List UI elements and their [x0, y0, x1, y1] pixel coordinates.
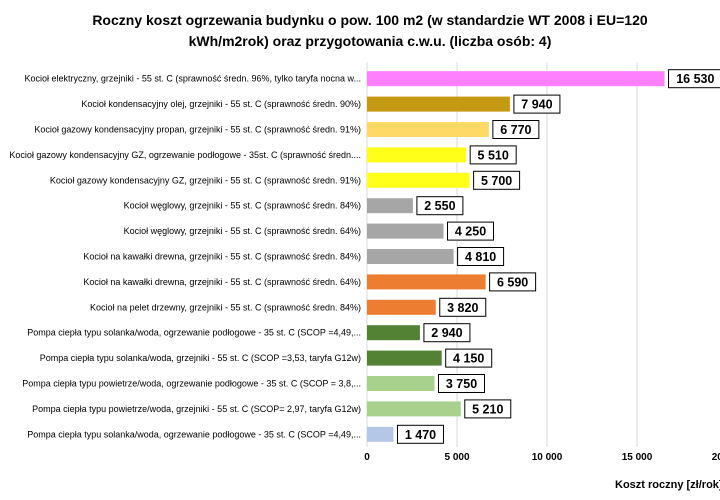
bar: [367, 96, 510, 112]
data-label-box: [445, 348, 493, 368]
data-label-box: [464, 399, 512, 419]
category-label: Kocioł na pelet drzewny, grzejniki - 55 …: [90, 302, 361, 312]
data-label: 3 820: [447, 301, 478, 315]
category-label: Kocioł węglowy, grzejniki - 55 st. C (sp…: [124, 226, 361, 236]
bar: [367, 122, 489, 137]
bar: [367, 376, 435, 391]
bar: [367, 325, 420, 341]
bar: [367, 426, 394, 442]
data-label: 5 210: [472, 402, 503, 416]
x-tick-label: 20 000: [712, 452, 720, 463]
x-tick-label: 0: [364, 452, 370, 463]
x-tick-label: 10 000: [532, 452, 563, 463]
category-label: Pompa ciepła typu solanka/woda, ogrzewan…: [27, 328, 361, 338]
category-label: Pompa ciepła typu powietrze/woda, ogrzew…: [22, 379, 361, 389]
data-label: 5 700: [481, 174, 512, 188]
chart-title-line-1: Roczny koszt ogrzewania budynku o pow. 1…: [92, 12, 648, 28]
data-label: 2 940: [431, 326, 462, 340]
data-label: 1 470: [405, 428, 436, 442]
data-label-box: [447, 221, 494, 241]
category-label: Pompa ciepła typu powietrze/woda, grzejn…: [32, 404, 361, 414]
bar: [367, 274, 486, 290]
bar: [367, 299, 436, 315]
category-label: Kocioł elektryczny, grzejniki - 55 st. C…: [25, 74, 361, 84]
data-label: 4 250: [455, 225, 486, 239]
x-axis-title: Koszt roczny [zł/rok]: [615, 479, 720, 491]
category-label: Kocioł na kawałki drewna, grzejniki - 55…: [83, 277, 361, 287]
category-label: Pompa ciepła typu solanka/woda, grzejnik…: [40, 353, 361, 363]
x-tick-label: 5 000: [444, 452, 469, 463]
data-label-box: [513, 94, 561, 114]
data-label-box: [396, 424, 444, 444]
data-label-box: [668, 69, 720, 89]
bar: [367, 147, 467, 163]
category-label: Kocioł gazowy kondensacyjny GZ, ogrzewan…: [9, 150, 361, 160]
bars: [367, 71, 665, 442]
data-label: 3 750: [446, 377, 477, 391]
data-label: 7 940: [521, 98, 552, 112]
data-label-box: [473, 170, 521, 190]
category-label: Kocioł gazowy kondensacyjny propan, grze…: [34, 125, 361, 135]
bar: [367, 71, 665, 87]
bar: [367, 172, 470, 188]
chart-title-line-2: kWh/m2rok) oraz przygotowania c.w.u. (li…: [188, 33, 552, 49]
data-label-box: [492, 120, 540, 139]
x-tick-label: 15 000: [622, 452, 653, 463]
data-label: 4 810: [465, 250, 496, 264]
bar: [367, 198, 413, 214]
data-label-box: [439, 297, 487, 317]
data-label: 16 530: [676, 72, 714, 86]
data-label-box: [423, 323, 471, 343]
category-label: Pompa ciepła typu solanka/woda, ogrzewan…: [27, 429, 361, 439]
category-label: Kocioł kondensacyjny olej, grzejniki - 5…: [81, 99, 361, 109]
bar: [367, 249, 454, 264]
data-label: 5 510: [478, 148, 509, 162]
data-label: 6 770: [500, 123, 531, 137]
bar: [367, 350, 442, 366]
data-label-box: [416, 196, 464, 216]
category-label: Kocioł węglowy, grzejniki - 55 st. C (sp…: [124, 201, 361, 211]
data-label: 2 550: [424, 199, 455, 213]
data-label-box: [438, 374, 485, 393]
data-label: 4 150: [453, 352, 484, 366]
data-label: 6 590: [497, 275, 528, 289]
bar: [367, 401, 461, 417]
category-labels: Kocioł elektryczny, grzejniki - 55 st. C…: [9, 74, 361, 440]
x-tick-labels: 0 5 000 10 000 15 000 20 000: [364, 452, 720, 463]
data-label-box: [469, 145, 517, 165]
category-label: Kocioł na kawałki drewna, grzejniki - 55…: [83, 252, 361, 262]
data-label-box: [489, 272, 537, 292]
data-label-box: [457, 247, 505, 266]
category-label: Kocioł gazowy kondensacyjny GZ, grzejnik…: [50, 175, 361, 185]
chart-title: Roczny koszt ogrzewania budynku o pow. 1…: [20, 10, 720, 52]
bar: [367, 223, 444, 239]
